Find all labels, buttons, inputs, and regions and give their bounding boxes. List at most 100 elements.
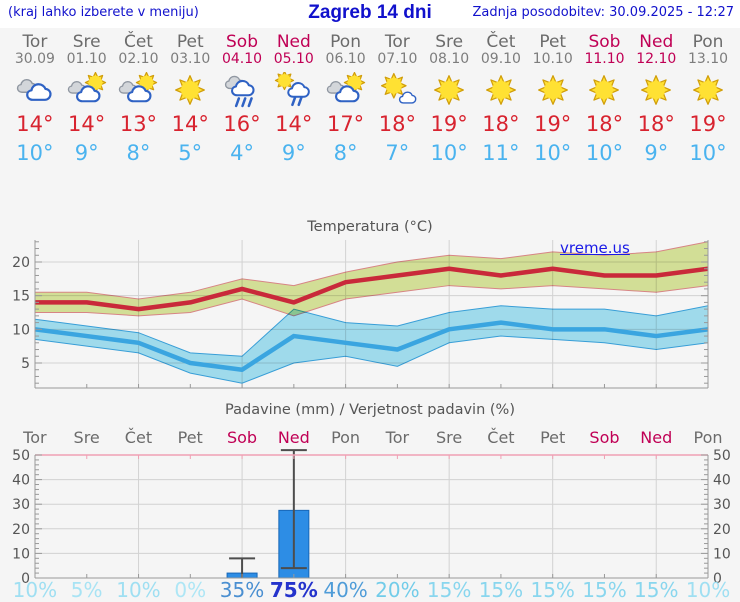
- precip-probability-value: 15%: [478, 578, 524, 602]
- temp-max-value: 19°: [689, 112, 727, 136]
- day-name: Pet: [539, 32, 567, 52]
- cloud-shape: [127, 85, 152, 103]
- precip-day-label: Sre: [436, 428, 463, 447]
- temp-max-value: 18°: [378, 112, 416, 136]
- rain-drop: [247, 97, 253, 108]
- precip-day-label: Tor: [23, 428, 47, 447]
- precip-day-label: Pet: [177, 428, 203, 447]
- precip-probability-value: 35%: [219, 578, 265, 602]
- ytick-label-right: 20: [713, 522, 731, 538]
- day-date: 06.10: [325, 51, 366, 67]
- ytick-label-left: 0: [21, 571, 30, 587]
- day-date: 08.10: [429, 51, 470, 67]
- precip-probability-value: 75%: [269, 578, 318, 602]
- precip-probability-value: 15%: [426, 578, 472, 602]
- day-date: 02.10: [118, 51, 159, 67]
- mostly-sunny-icon: [381, 72, 417, 104]
- sun-core: [277, 74, 291, 87]
- day-dates-row: 30.09 01.10 02.10 03.10 04.10 05.10 06.10 07.10…: [9, 51, 734, 67]
- precip-probability-value: 40%: [323, 578, 368, 602]
- precip-day-label: Sob: [589, 428, 620, 447]
- temp-min-value: 10°: [534, 141, 572, 165]
- sun-core: [440, 81, 459, 99]
- watermark-link[interactable]: vreme.us: [560, 239, 630, 257]
- ytick-label: 20: [12, 255, 30, 271]
- ytick-label: 10: [12, 322, 30, 338]
- temp-max-value: 13°: [119, 112, 158, 136]
- sunny-icon: [485, 75, 516, 105]
- ytick-label: 15: [12, 289, 30, 305]
- day-name: Tor: [22, 32, 48, 52]
- temp-max-value: 18°: [482, 112, 520, 136]
- sun-core: [699, 81, 718, 99]
- precip-day-label: Tor: [385, 428, 410, 447]
- temp-max-value: 19°: [430, 112, 468, 136]
- day-name: Čet: [123, 32, 153, 52]
- precipitation-chart: Padavine (mm) / Verjetnost padavin (%) 0 0…: [12, 402, 731, 587]
- sun-rain-icon: [274, 70, 310, 107]
- temp-max-value: 14°: [171, 112, 209, 136]
- day-date: 07.10: [377, 51, 418, 67]
- temp-min-value: 5°: [178, 141, 203, 165]
- temp-max-band-upper-edge: [35, 241, 708, 300]
- temp-min-value: 4°: [230, 141, 254, 165]
- temp-min-value: 10°: [16, 141, 54, 165]
- temp-max-value: 19°: [534, 112, 572, 136]
- day-names-row: Tor Sre Čet Pet Sob Ned Pon Tor Sre Čet Pet Sob Ned P…: [9, 32, 734, 52]
- precip-probability-row: 10% 5% 10% 0% 35% 75% 40% 20% 15% 15% 15% 15% 15% 10%: [9, 578, 734, 602]
- ytick-label-left: 40: [12, 473, 30, 489]
- ytick-label-right: 0: [713, 571, 722, 587]
- temp-min-value: 10°: [430, 141, 468, 165]
- temp-min-band-upper-edge: [35, 305, 708, 357]
- sunny-icon: [537, 75, 568, 105]
- cloud-shape: [399, 91, 417, 104]
- partly-cloudy-icon: [119, 71, 158, 103]
- precip-day-row: Tor Sre Čet Pet Sob Ned Pon Tor Sre Čet Pet Sob Ned P…: [9, 428, 734, 447]
- day-name: Sob: [226, 32, 258, 52]
- day-icon-cell: [630, 72, 682, 110]
- temp-max-value: 18°: [637, 112, 675, 136]
- day-icon-cell: [268, 70, 320, 110]
- precip-day-label: Čet: [487, 428, 515, 447]
- sun-core: [386, 77, 403, 94]
- temp-min-value: 7°: [385, 141, 410, 165]
- day-date: 11.10: [584, 51, 625, 67]
- day-name: Sre: [435, 32, 464, 52]
- temp-max-value: 14°: [275, 112, 313, 136]
- day-icon-cell: [61, 71, 113, 110]
- temp-min-value: 11°: [482, 141, 520, 165]
- ytick-label-left: 20: [12, 522, 30, 538]
- precip-day-label: Sre: [73, 428, 100, 447]
- day-date: 05.10: [273, 51, 314, 67]
- cloud-shape: [75, 85, 101, 103]
- day-icon-cell: [423, 72, 475, 110]
- precip-day-label: Sob: [226, 428, 258, 447]
- cloud-shape: [26, 83, 52, 101]
- sun-core: [595, 81, 614, 99]
- precip-day-label: Ned: [277, 428, 310, 447]
- last-updated: Zadnja posodobitev: 30.09.2025 - 12:27: [472, 5, 734, 20]
- cloud-shape: [287, 82, 310, 98]
- precip-probability-value: 10%: [116, 578, 161, 602]
- location-hint: (kraj lahko izberete v meniju): [8, 5, 199, 20]
- day-icon-cell: [113, 71, 165, 110]
- day-icon-cell: [682, 72, 734, 110]
- day-date: 30.09: [14, 51, 55, 67]
- day-name: Sre: [72, 32, 101, 52]
- temp-min-value: 8°: [126, 141, 151, 165]
- precip-day-label: Pet: [540, 428, 566, 447]
- day-icon-cell: [579, 72, 631, 110]
- temperature-chart: Temperatura (°C) 5 10 15 20: [12, 219, 709, 389]
- day-icon-cell: [9, 72, 61, 110]
- precip-probability-value: 0%: [174, 578, 207, 602]
- max-temps-row: 14° 14° 13° 14° 16° 14° 17° 18° 19° 18° 19° 18° 18° 1…: [9, 112, 734, 136]
- ytick-label-right: 30: [713, 497, 731, 513]
- temp-min-value: 10°: [689, 141, 727, 165]
- day-icon-cell: [475, 72, 527, 110]
- sun-core: [181, 81, 200, 99]
- temp-max-value: 16°: [223, 112, 261, 136]
- rain-drop: [241, 97, 247, 108]
- day-name: Sob: [588, 32, 621, 52]
- day-date: 03.10: [170, 51, 211, 67]
- cloudy-icon: [16, 78, 52, 101]
